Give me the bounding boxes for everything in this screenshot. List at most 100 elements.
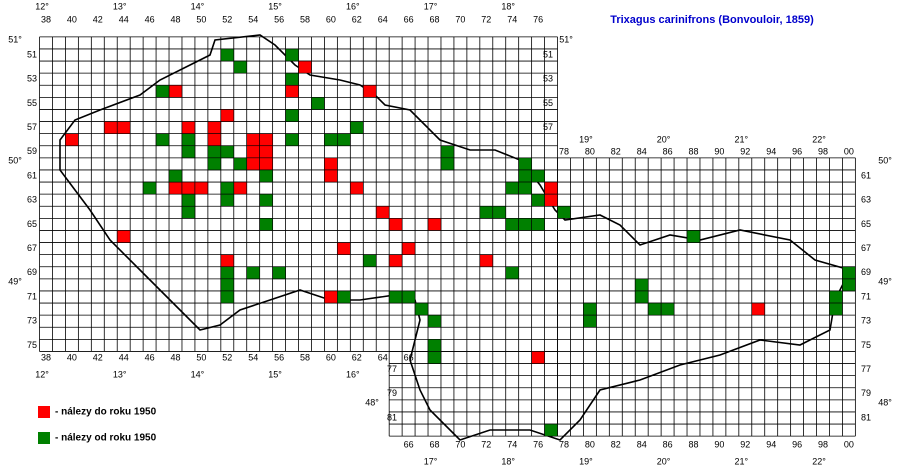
record-square (207, 157, 222, 171)
row-label: 81 (861, 412, 871, 422)
labels: 38 40 42 44 46 48 50 52 54 56 58 60 62 64 66 68 70 72 74 76… (8, 1, 892, 466)
record-square (246, 266, 260, 280)
record-square (531, 351, 545, 364)
record-square (492, 205, 507, 219)
record-square (518, 169, 532, 183)
record-square (544, 181, 558, 195)
column-label: 86 (663, 146, 673, 156)
column-label: 92 (740, 439, 750, 449)
column-label: 60 (326, 14, 336, 24)
column-label: 42 (93, 14, 103, 24)
record-square (427, 218, 442, 231)
record-square (103, 121, 118, 134)
column-label: 96 (792, 439, 802, 449)
record-square (362, 254, 377, 268)
record-square (427, 351, 442, 364)
longitude-label: 20° (657, 134, 671, 144)
legend-label: - nálezy od roku 1950 (55, 433, 157, 444)
column-label: 48 (170, 352, 180, 362)
record-square (285, 133, 299, 147)
record-square (285, 84, 299, 98)
records: - nálezy do roku 1950 - nálezy od roku 19… (38, 48, 856, 444)
column-label: 72 (481, 439, 491, 449)
latitude-label: 50° (8, 155, 22, 165)
row-label: 73 (27, 316, 37, 326)
record-square (324, 290, 338, 304)
row-label: 59 (27, 146, 37, 156)
record-square (505, 218, 519, 231)
record-square (220, 109, 235, 122)
latitude-label: 49° (8, 276, 22, 286)
column-label: 90 (714, 439, 724, 449)
record-square (401, 242, 416, 255)
column-label: 52 (222, 352, 232, 362)
record-square (479, 205, 494, 219)
column-label: 90 (714, 146, 724, 156)
record-square (194, 181, 209, 195)
longitude-label: 12° (35, 369, 49, 379)
longitude-label: 17° (424, 1, 438, 11)
record-square (181, 145, 196, 159)
record-square (505, 181, 519, 195)
row-label: 65 (27, 219, 37, 229)
column-label: 86 (663, 439, 673, 449)
record-square (259, 169, 273, 183)
longitude-label: 13° (113, 1, 127, 11)
row-label: 69 (27, 267, 37, 277)
record-square (427, 314, 442, 328)
longitude-label: 19° (579, 134, 593, 144)
record-square (660, 302, 675, 316)
record-square (168, 84, 183, 98)
row-label: 57 (27, 122, 37, 132)
record-square (375, 205, 390, 219)
record-square (440, 145, 455, 159)
longitude-label: 13° (113, 369, 127, 379)
record-square (337, 133, 351, 147)
longitude-label: 18° (501, 1, 515, 11)
row-label: 65 (861, 219, 871, 229)
record-square (427, 339, 442, 352)
record-square (414, 302, 429, 316)
record-square (285, 72, 299, 86)
record-square (285, 48, 299, 62)
longitude-label: 16° (346, 369, 360, 379)
record-square (220, 254, 235, 268)
record-square (557, 205, 571, 219)
record-square (220, 266, 235, 280)
record-square (518, 181, 532, 195)
row-label: 53 (543, 74, 553, 84)
column-label: 56 (274, 14, 284, 24)
row-label: 79 (387, 388, 397, 398)
row-label: 75 (27, 340, 37, 350)
record-square (518, 157, 532, 171)
column-label: 40 (67, 352, 77, 362)
column-label: 00 (844, 439, 854, 449)
record-square (751, 302, 766, 316)
record-square (142, 181, 157, 195)
column-label: 68 (429, 439, 439, 449)
legend-swatch (38, 406, 50, 418)
column-label: 88 (688, 146, 698, 156)
column-label: 84 (637, 439, 647, 449)
row-label: 75 (861, 340, 871, 350)
longitude-label: 14° (191, 369, 205, 379)
record-square (388, 254, 403, 268)
record-square (531, 218, 545, 231)
record-square (116, 121, 131, 134)
record-square (531, 193, 545, 207)
column-label: 38 (41, 14, 51, 24)
longitude-label: 15° (268, 369, 282, 379)
row-label: 77 (861, 364, 871, 374)
column-label: 46 (145, 14, 155, 24)
record-square (440, 157, 455, 171)
record-square (362, 84, 377, 98)
latitude-label: 48° (878, 397, 892, 407)
record-square (246, 145, 260, 159)
record-square (544, 423, 558, 437)
column-label: 60 (326, 352, 336, 362)
column-label: 64 (378, 14, 388, 24)
column-label: 54 (248, 14, 258, 24)
record-square (842, 266, 856, 280)
latitude-label: 50° (878, 155, 892, 165)
latitude-label: 51° (559, 34, 573, 44)
